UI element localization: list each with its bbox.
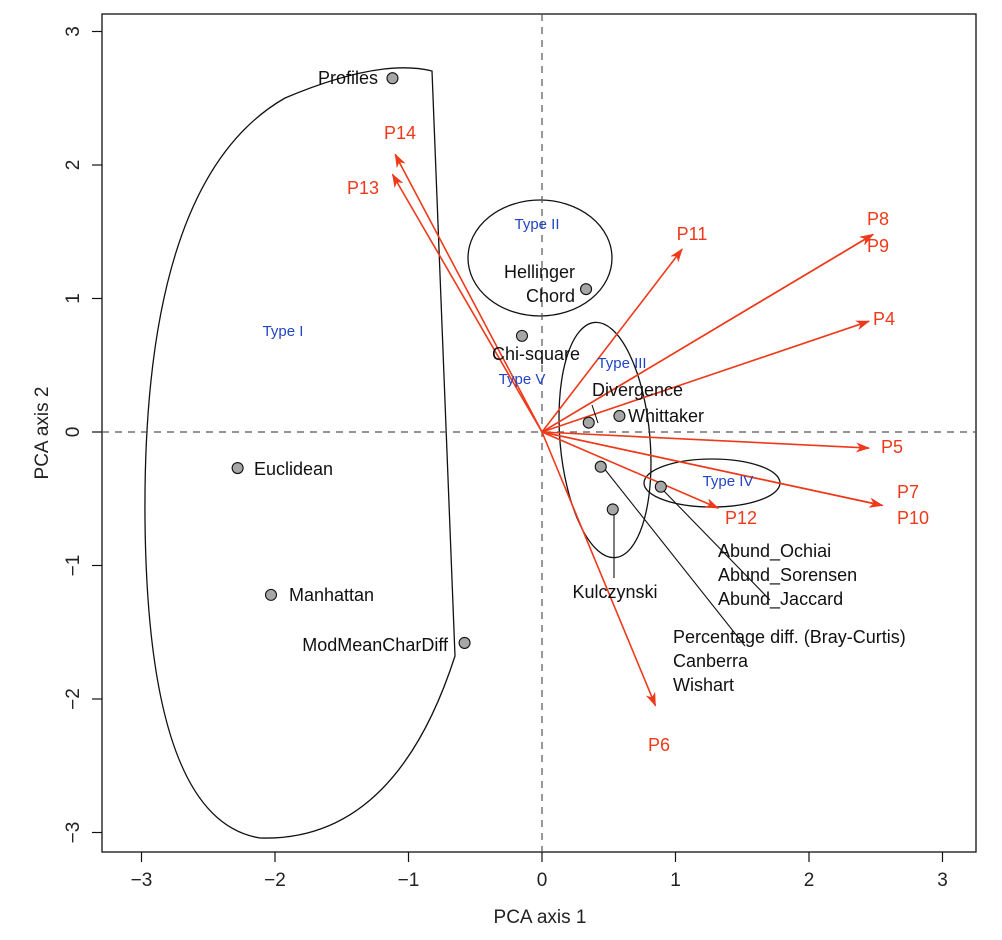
x-axis: −3 −2 −1 0 1 2 3 (131, 852, 948, 891)
y-axis: −3 −2 −1 0 1 2 3 (63, 26, 102, 843)
point-label-abund-ochiai: Abund_Ochiai (718, 541, 831, 562)
labels: Profiles Hellinger Chord Chi-square Divergen… (254, 68, 929, 755)
point-kulczynski (606, 503, 619, 516)
x-tick-label: −1 (398, 870, 420, 891)
arrow-label-p4: P4 (873, 309, 895, 329)
point-manhattan (264, 588, 278, 601)
data-points (231, 72, 667, 649)
point-label-abund-sorensen: Abund_Sorensen (718, 565, 857, 586)
group-label-type-i: Type I (263, 323, 304, 340)
arrow-p4 (541, 320, 871, 433)
point-percentage-diff-bray-curtis (594, 460, 607, 473)
x-tick-label: 2 (804, 870, 815, 891)
arrow-p5 (541, 431, 871, 453)
point-euclidean (231, 461, 244, 475)
point-divergence (582, 416, 595, 429)
point-label-chord: Chord (526, 286, 575, 306)
point-label-percentage-diff-bray-curtis: Percentage diff. (Bray-Curtis) (673, 627, 906, 647)
point-label-hellinger: Hellinger (504, 262, 575, 282)
arrow-p14 (394, 153, 543, 433)
arrow-label-p5: P5 (881, 437, 903, 457)
group-outline-type-iii (558, 321, 652, 559)
arrow-p11 (541, 248, 683, 433)
x-tick-label: −2 (264, 870, 286, 891)
group-label-type-v: Type V (499, 371, 546, 388)
point-label-kulczynski: Kulczynski (572, 582, 657, 602)
x-tick-label: 3 (937, 870, 948, 891)
group-label-type-iv: Type IV (703, 473, 754, 490)
arrow-p9 (541, 233, 874, 433)
point-whittaker (613, 409, 626, 423)
point-label-profiles: Profiles (318, 68, 378, 88)
y-tick-label: 3 (63, 26, 84, 37)
x-axis-title: PCA axis 1 (494, 907, 587, 928)
point-label-whittaker: Whittaker (628, 406, 704, 426)
arrow-p10 (541, 431, 884, 508)
group-outline-type-ii (467, 199, 613, 317)
reference-lines (102, 14, 976, 852)
point-label-manhattan: Manhattan (289, 585, 374, 605)
y-axis-title: PCA axis 2 (32, 387, 53, 480)
leader-line (602, 466, 746, 647)
arrow-label-p12: P12 (725, 508, 757, 528)
arrow-label-p14: P14 (384, 123, 416, 143)
point-label-wishart: Wishart (673, 675, 734, 695)
group-outlines (144, 67, 781, 839)
leader-lines (591, 404, 771, 647)
arrow-label-p6: P6 (648, 735, 670, 755)
group-label-type-ii: Type II (514, 216, 559, 233)
arrow-label-p10: P10 (897, 508, 929, 528)
point-label-modmeanchardiff: ModMeanCharDiff (302, 635, 449, 655)
y-tick-label: 0 (63, 427, 84, 438)
y-tick-label: −3 (63, 822, 84, 844)
x-tick-label: 1 (670, 870, 681, 891)
arrow-p6 (541, 431, 657, 707)
arrow-label-p9: P9 (867, 236, 889, 256)
point-modmeanchardiff (458, 636, 471, 649)
point-label-chi-square: Chi-square (492, 344, 580, 364)
loading-arrows (391, 153, 884, 707)
x-tick-label: −3 (131, 870, 153, 891)
arrow-label-p7: P7 (897, 482, 919, 502)
group-outline-type-i (144, 67, 456, 839)
group-label-type-iii: Type III (597, 355, 646, 372)
arrow-p12 (541, 431, 720, 509)
y-tick-label: 2 (63, 160, 84, 171)
plot-frame (101, 13, 977, 853)
point-abund-ochiai (654, 480, 667, 493)
y-tick-label: −1 (63, 555, 84, 577)
point-profiles (386, 72, 399, 85)
arrow-label-p13: P13 (347, 178, 379, 198)
point-label-canberra: Canberra (673, 651, 749, 671)
y-tick-label: −2 (63, 688, 84, 710)
arrow-label-p11: P11 (677, 224, 708, 244)
leader-line (591, 404, 599, 424)
arrow-label-p8: P8 (867, 209, 889, 229)
y-tick-label: 1 (63, 293, 84, 304)
point-label-abund-jaccard: Abund_Jaccard (718, 589, 843, 610)
point-chi-square (515, 329, 529, 342)
point-label-euclidean: Euclidean (254, 459, 333, 479)
x-tick-label: 0 (537, 870, 548, 891)
leader-line (660, 487, 771, 601)
point-label-divergence: Divergence (592, 380, 683, 400)
arrow-p13 (391, 173, 543, 433)
point-hellinger (580, 283, 593, 296)
